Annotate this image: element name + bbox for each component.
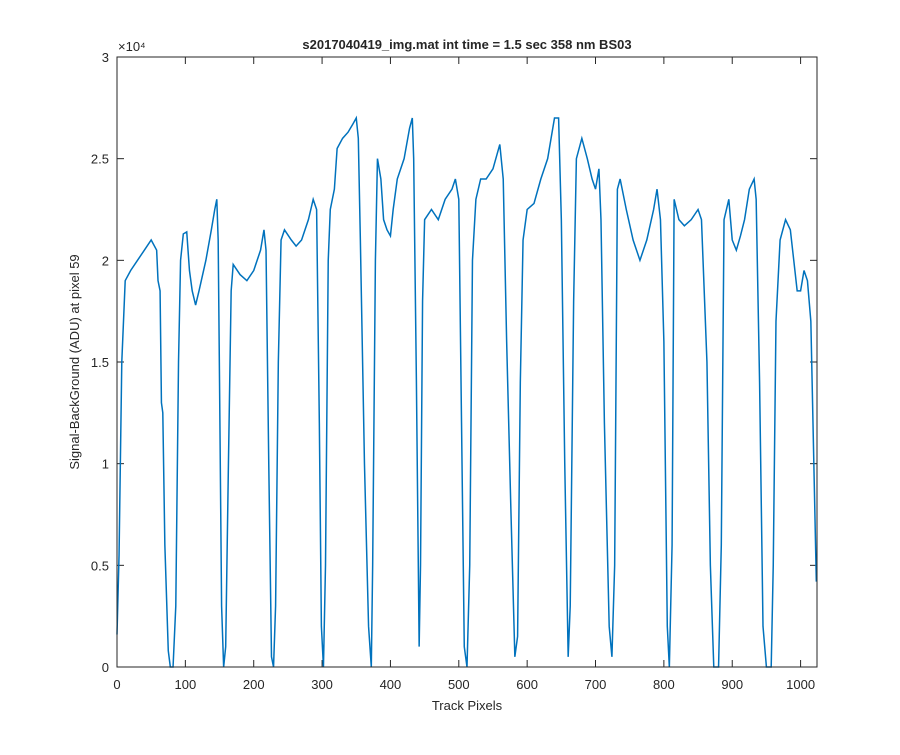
x-tick-label: 800 — [653, 677, 675, 692]
x-tick-label: 1000 — [786, 677, 815, 692]
plot-frame — [116, 56, 818, 668]
x-tick-label: 400 — [380, 677, 402, 692]
y-tick-label: 2.5 — [91, 152, 109, 167]
y-tick-label: 2 — [102, 253, 109, 268]
y-tick-label: 1 — [102, 457, 109, 472]
x-tick-label: 300 — [311, 677, 333, 692]
y-exponent: ×10⁴ — [118, 39, 146, 54]
y-tick-label: 0.5 — [91, 558, 109, 573]
data-line — [116, 115, 818, 668]
x-axis-label: Track Pixels — [432, 698, 503, 713]
y-tick-label: 3 — [102, 50, 109, 65]
chart-title: s2017040419_img.mat int time = 1.5 sec 3… — [302, 37, 631, 52]
x-tick-label: 0 — [113, 677, 120, 692]
x-tick-label: 700 — [585, 677, 607, 692]
y-axis-label: Signal-BackGround (ADU) at pixel 59 — [67, 254, 82, 469]
x-tick-label: 200 — [243, 677, 265, 692]
x-tick-label: 500 — [448, 677, 470, 692]
x-tick-label: 600 — [516, 677, 538, 692]
x-tick-label: 100 — [175, 677, 197, 692]
x-tick-label: 900 — [721, 677, 743, 692]
y-tick-label: 1.5 — [91, 355, 109, 370]
y-tick-label: 0 — [102, 660, 109, 675]
